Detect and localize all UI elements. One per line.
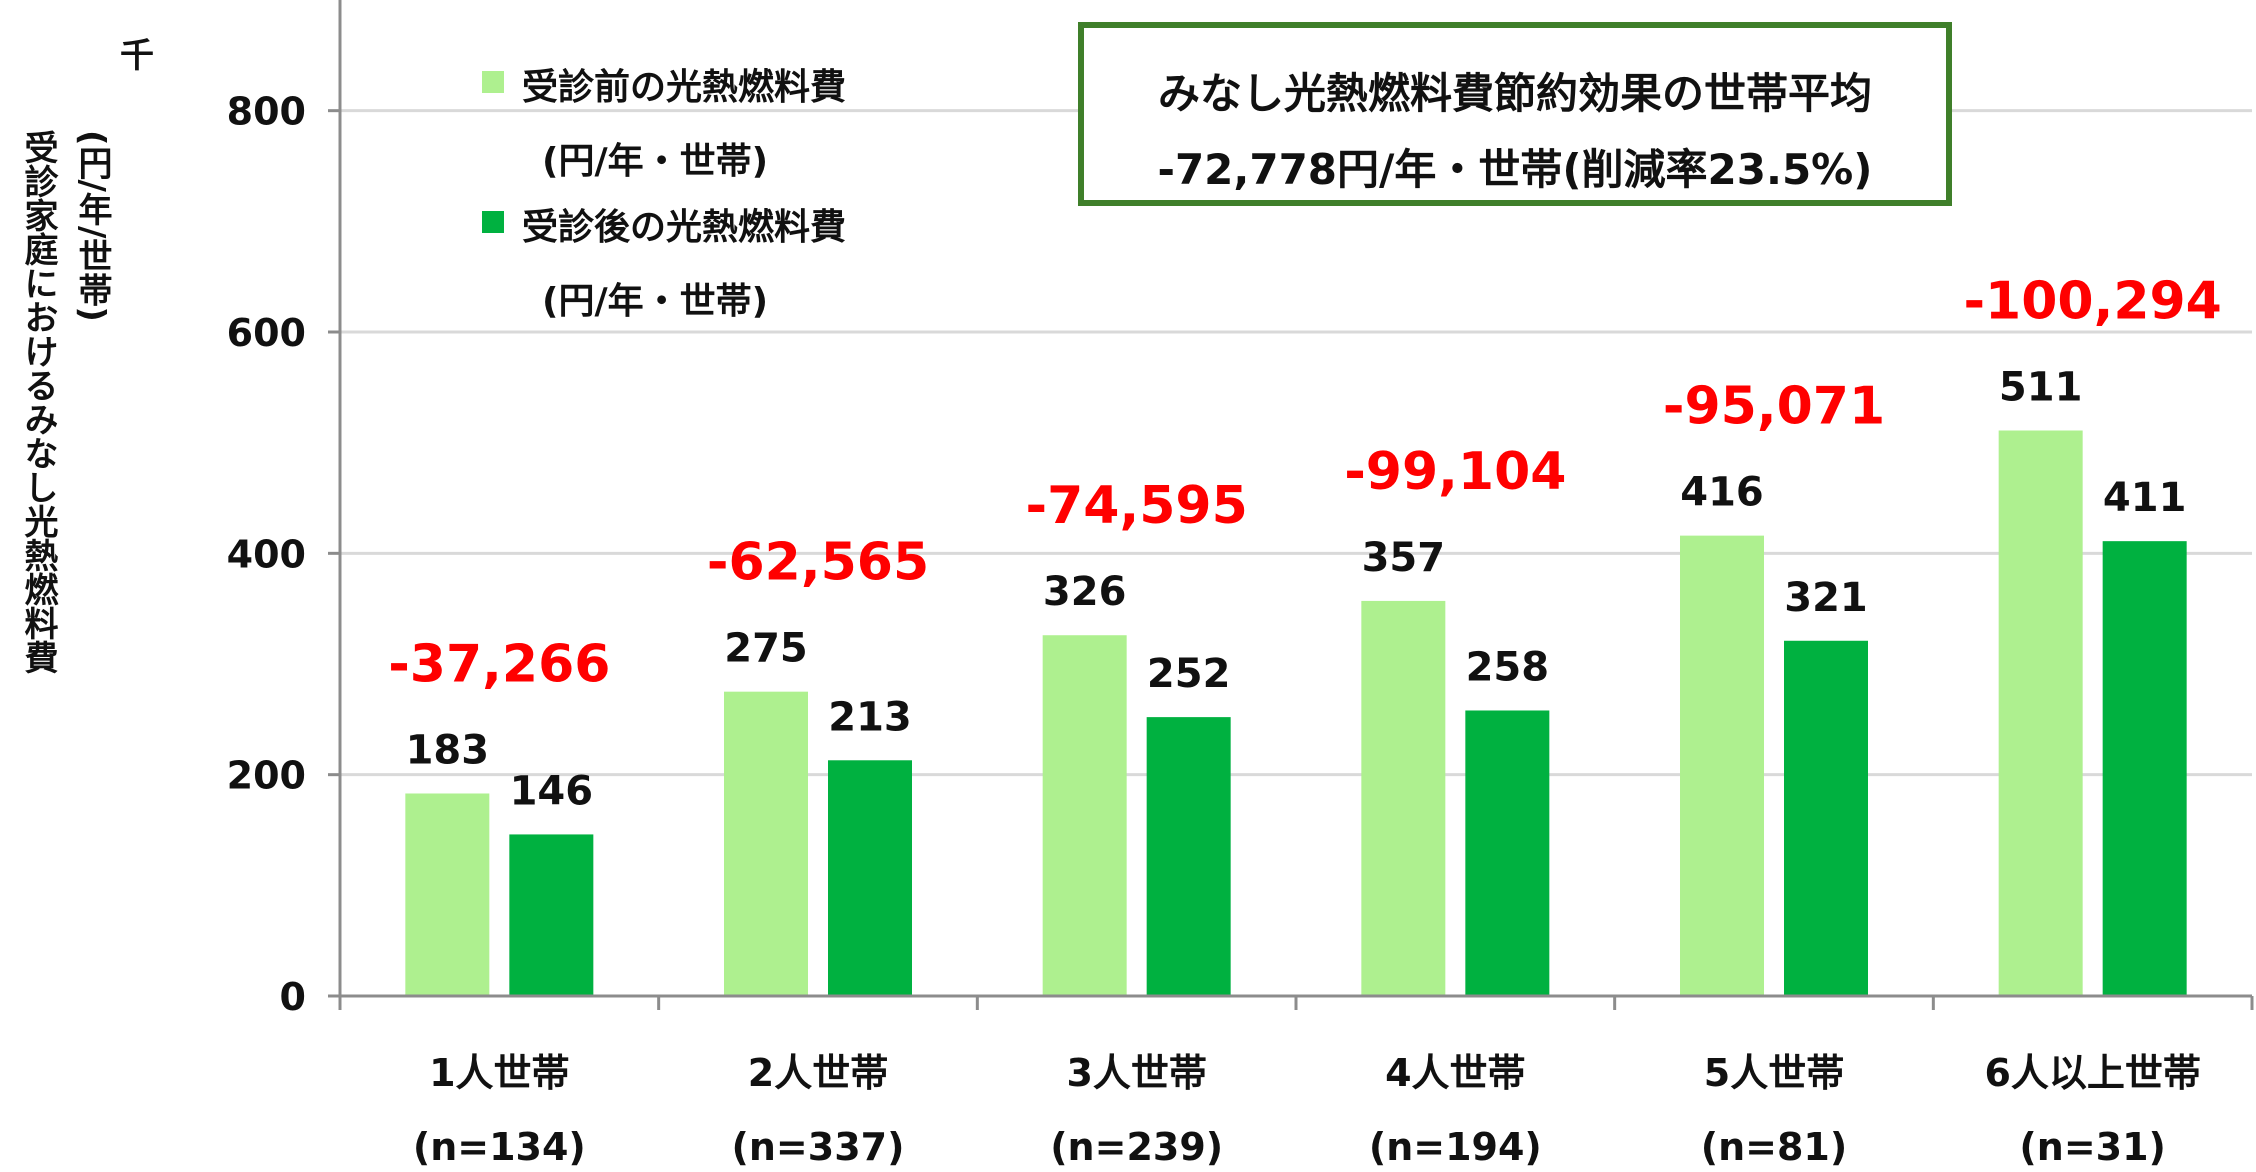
bars <box>405 430 2187 996</box>
axes <box>338 0 2254 1010</box>
bar <box>724 691 808 996</box>
y-axis-title: 受診家庭におけるみなし光熱燃料費 (円/年/世帯) <box>10 130 120 830</box>
difference-label: -74,595 <box>1026 476 1248 536</box>
difference-label: -37,266 <box>388 634 610 694</box>
difference-label: -100,294 <box>1963 271 2221 331</box>
legend-label-after-unit: (円/年・世帯) <box>542 281 769 322</box>
legend-label-after: 受診後の光熱燃料費 <box>522 207 847 248</box>
bar-value-label: 357 <box>1362 535 1446 581</box>
y-tick-label: 200 <box>227 754 306 798</box>
difference-labels: -37,266 -62,565 -74,595 -99,104 -95,071 -100,… <box>388 271 2222 694</box>
bar-value-label: 321 <box>1784 575 1868 621</box>
bar-value-label: 326 <box>1043 569 1127 615</box>
bar <box>1998 430 2083 996</box>
bar-value-label: 183 <box>406 727 490 773</box>
x-axis-labels: 1人世帯 (n=134) 2人世帯 (n=337) 3人世帯 (n=239) 4人世帯 (n=… <box>413 1051 2201 1169</box>
difference-label: -95,071 <box>1663 377 1885 437</box>
summary-value: -72,778円/年・世帯(削減率23.5%) <box>1157 145 1873 194</box>
bar <box>405 793 490 996</box>
y-axis-ticks: 0 200 400 600 800 <box>227 90 340 1019</box>
bar <box>1042 635 1127 996</box>
bar-value-labels: 183 146 275 213 326 252 357 258 416 321 511 411 <box>406 364 2187 814</box>
x-tick-label: 2人世帯 <box>748 1051 888 1095</box>
x-tick-label-count: (n=134) <box>413 1125 586 1169</box>
y-axis-unit: 千 <box>120 36 154 76</box>
y-axis-title-line1: 受診家庭におけるみなし光熱燃料費 <box>18 130 58 674</box>
difference-label: -62,565 <box>707 533 929 593</box>
bar <box>509 834 594 996</box>
bar-value-label: 275 <box>724 626 808 672</box>
x-tick-label: 1人世帯 <box>429 1051 569 1095</box>
bar <box>1465 710 1550 996</box>
bar-value-label: 146 <box>510 768 594 814</box>
x-tick-label-count: (n=31) <box>2019 1125 2166 1169</box>
bar-value-label: 411 <box>2103 475 2187 521</box>
bar <box>1784 640 1868 996</box>
x-tick-label-count: (n=337) <box>732 1125 905 1169</box>
x-tick-label-count: (n=239) <box>1050 1125 1223 1169</box>
difference-label: -99,104 <box>1344 442 1566 502</box>
bar <box>1361 600 1446 996</box>
bar-value-label: 213 <box>828 694 912 740</box>
x-tick-label: 5人世帯 <box>1704 1051 1844 1095</box>
bar <box>1146 717 1231 996</box>
y-tick-label: 400 <box>227 532 306 576</box>
bar-value-label: 258 <box>1466 644 1550 690</box>
legend-swatch-before <box>482 71 504 93</box>
x-tick-label-count: (n=194) <box>1369 1125 1542 1169</box>
x-tick-label: 6人以上世帯 <box>1984 1051 2200 1095</box>
summary-title: みなし光熱燃料費節約効果の世帯平均 <box>1157 69 1872 118</box>
bar <box>1680 535 1764 996</box>
y-tick-label: 800 <box>227 90 306 134</box>
summary-box: みなし光熱燃料費節約効果の世帯平均 -72,778円/年・世帯(削減率23.5%… <box>1078 22 1952 206</box>
bar-value-label: 511 <box>1999 364 2083 410</box>
x-tick-label: 3人世帯 <box>1066 1051 1206 1095</box>
legend-label-before: 受診前の光熱燃料費 <box>522 67 847 108</box>
x-tick-label-count: (n=81) <box>1701 1125 1848 1169</box>
y-tick-label: 600 <box>227 311 306 355</box>
legend-swatch-after <box>482 211 504 233</box>
y-tick-label: 0 <box>280 975 306 1019</box>
bar-value-label: 416 <box>1680 470 1764 516</box>
bar <box>828 760 912 996</box>
bar-value-label: 252 <box>1147 651 1231 697</box>
legend-label-before-unit: (円/年・世帯) <box>542 141 769 182</box>
bar <box>2102 541 2187 996</box>
y-axis-title-line2: (円/年/世帯) <box>72 130 112 322</box>
x-tick-label: 4人世帯 <box>1385 1051 1525 1095</box>
